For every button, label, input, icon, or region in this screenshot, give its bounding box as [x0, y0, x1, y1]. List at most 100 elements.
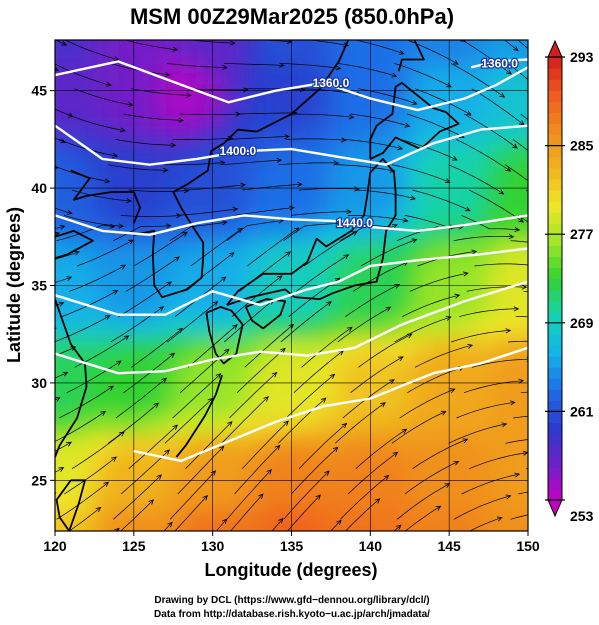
colorbar-segment [548, 234, 562, 246]
field-cell [307, 511, 325, 531]
field-cell [86, 492, 104, 513]
field-cell [496, 394, 514, 416]
field-cell [464, 472, 482, 494]
streamline-arrow [513, 306, 520, 312]
field-cell [196, 511, 214, 531]
field-cell [181, 238, 198, 260]
streamline-arrow [278, 517, 284, 524]
field-cell [496, 472, 514, 494]
field-cell [244, 121, 261, 143]
streamline [453, 495, 511, 520]
streamline-arrow [398, 49, 405, 55]
field-cell [370, 297, 388, 318]
field-cell [165, 531, 182, 551]
field-cell [86, 375, 104, 396]
field-cell [181, 394, 198, 416]
field-cell [323, 297, 340, 318]
field-cell [354, 453, 372, 474]
field-cell [433, 297, 451, 318]
field-cell [118, 511, 135, 531]
field-cell [401, 433, 419, 455]
field-cell [149, 258, 167, 279]
field-cell [259, 180, 277, 201]
streamline [407, 113, 465, 138]
field-cell [401, 160, 419, 182]
field-cell [212, 258, 230, 279]
field-cell [449, 277, 466, 299]
field-cell [480, 219, 498, 240]
y-axis-ticks: 25 30 35 40 45 [31, 83, 55, 488]
field-cell [181, 375, 198, 396]
field-cell [480, 433, 498, 455]
field-cell [149, 472, 167, 494]
field-cell [181, 82, 198, 104]
streamline-arrow [557, 530, 562, 534]
field-cell [196, 102, 214, 123]
field-cell [149, 121, 167, 143]
field-cell [464, 102, 482, 123]
streamline-arrow [112, 152, 119, 158]
field-cell [354, 472, 372, 494]
colorbar-segment [548, 455, 562, 468]
streamline-arrow [383, 474, 390, 481]
streamline [280, 63, 341, 69]
field-cell [196, 375, 214, 396]
field-cell [323, 43, 340, 65]
streamline [223, 63, 284, 66]
field-cell [464, 336, 482, 357]
field-cell [196, 414, 214, 435]
colorbar-max-triangle [547, 39, 563, 58]
field-cell [70, 141, 88, 162]
field-cell [228, 336, 246, 357]
field-cell [449, 219, 466, 240]
colorbar-segment [548, 79, 562, 91]
field-cell [386, 102, 403, 123]
field-cell [275, 238, 293, 260]
streamline [169, 221, 227, 241]
streamline-arrow [499, 92, 506, 98]
field-cell [417, 63, 435, 84]
x-tick-label: 130 [201, 538, 225, 554]
field-cell [307, 258, 325, 279]
field-cell [354, 277, 372, 299]
height-contour [55, 280, 528, 375]
field-cell [196, 258, 214, 279]
field-cell [55, 199, 56, 221]
streamline-arrow [112, 289, 119, 295]
streamline [474, 263, 528, 267]
field-cell [433, 472, 451, 494]
field-cell [228, 492, 246, 513]
field-cell [386, 414, 403, 435]
field-cell [165, 102, 183, 123]
field-cell [71, 531, 88, 551]
field-cell [370, 375, 388, 396]
streamline-arrow [397, 356, 404, 362]
field-cell [307, 199, 325, 221]
streamline [414, 88, 472, 116]
field-cell [528, 453, 545, 473]
field-cell [307, 492, 325, 513]
field-cell [480, 511, 498, 531]
field-cell [417, 433, 435, 455]
field-cell [212, 472, 230, 494]
field-cell [196, 180, 214, 201]
streamline [69, 264, 126, 292]
field-cell [291, 511, 309, 531]
field-cell [118, 141, 135, 162]
field-cell [401, 63, 419, 84]
field-cell [228, 238, 246, 260]
streamline [271, 518, 284, 531]
field-cell [480, 492, 498, 513]
field-cell [449, 160, 466, 182]
field-cell [133, 277, 151, 299]
field-cell [55, 40, 72, 45]
field-cell [417, 238, 435, 260]
field-cell [86, 102, 104, 123]
field-cell [528, 239, 545, 259]
streamline [399, 388, 455, 419]
field-cell [338, 414, 356, 435]
field-cell [528, 219, 545, 239]
field-cell [181, 40, 198, 45]
streamline-arrow [389, 379, 395, 385]
